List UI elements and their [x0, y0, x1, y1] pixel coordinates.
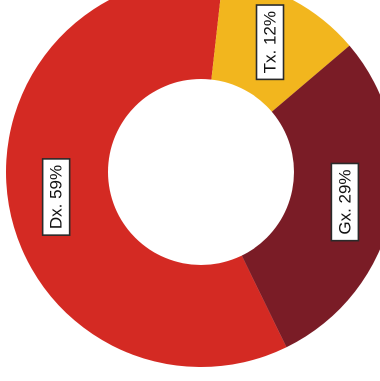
slice-label-box: [41, 158, 71, 236]
slice-label-text: Dx. 59%: [47, 165, 66, 229]
slice-label-text: Gx. 29%: [335, 169, 354, 234]
slice-label-box: [255, 4, 285, 81]
slice-label-gx: Gx. 29%: [330, 162, 360, 242]
slice-label-box: [330, 162, 360, 242]
slice-label-text: Tx. 12%: [261, 11, 280, 73]
slice-labels: Dx. 59% Tx. 12% Gx. 29%: [41, 4, 360, 242]
donut-hole: [108, 79, 294, 265]
slice-label-tx: Tx. 12%: [255, 4, 285, 81]
slice-label-dx: Dx. 59%: [41, 158, 71, 236]
